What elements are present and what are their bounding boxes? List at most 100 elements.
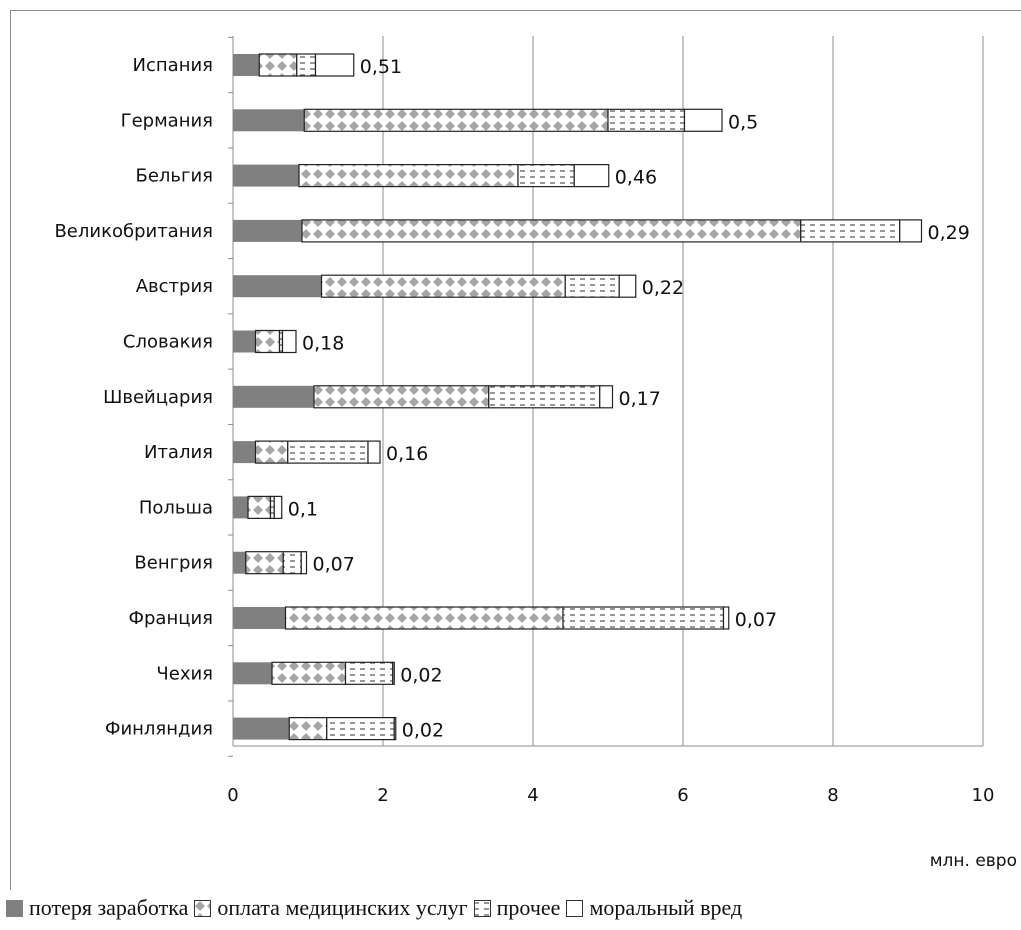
data-label: 0,51 bbox=[360, 56, 402, 78]
bar-segment-2 bbox=[284, 606, 564, 630]
bar-segment-2 bbox=[258, 53, 298, 77]
bar-segment-2 bbox=[298, 164, 519, 188]
category-label: Финляндия bbox=[105, 719, 213, 740]
bar-segment-4 bbox=[314, 53, 355, 77]
category-label: Словакия bbox=[123, 332, 213, 353]
data-label: 0,07 bbox=[735, 609, 777, 631]
bar-segment-3 bbox=[296, 53, 317, 77]
category-label: Бельгия bbox=[135, 166, 213, 187]
legend: потеря заработка оплата медицинских услу… bbox=[6, 891, 1021, 925]
bar-segment-4 bbox=[281, 329, 297, 354]
bar-segment-3 bbox=[564, 274, 620, 298]
legend-label: потеря заработка bbox=[29, 895, 189, 920]
legend-item-lost-earnings: потеря заработка bbox=[6, 895, 188, 921]
bar-segment-2 bbox=[271, 661, 347, 685]
bar-segment-4 bbox=[683, 108, 723, 132]
bar-segment-1 bbox=[233, 717, 290, 740]
data-label: 0,1 bbox=[288, 498, 318, 520]
bar-segment-1 bbox=[233, 496, 248, 519]
data-label: 0,18 bbox=[302, 333, 344, 355]
data-label: 0,16 bbox=[386, 443, 428, 465]
empty-swatch-icon bbox=[566, 899, 584, 917]
bar-segment-1 bbox=[233, 330, 256, 353]
category-label: Польша bbox=[139, 497, 213, 518]
bar-segment-3 bbox=[488, 385, 601, 409]
bar-segment-1 bbox=[233, 219, 302, 242]
x-tick-label: 0 bbox=[227, 785, 238, 806]
legend-item-other: прочее bbox=[473, 895, 561, 921]
category-label: Чехия bbox=[156, 663, 213, 684]
data-label: 0,29 bbox=[928, 222, 970, 244]
bar-segment-2 bbox=[288, 716, 328, 741]
bar-segment-4 bbox=[599, 385, 614, 409]
legend-item-moral-damage: моральный вред bbox=[566, 895, 742, 921]
bar-segment-1 bbox=[233, 662, 272, 685]
legend-item-medical-services: оплата медицинских услуг bbox=[194, 895, 468, 921]
solid-swatch-icon bbox=[6, 899, 23, 917]
x-tick-label: 8 bbox=[827, 785, 838, 806]
category-label: Испания bbox=[133, 55, 213, 76]
bar-segment-1 bbox=[233, 54, 260, 76]
x-tick-label: 4 bbox=[527, 785, 538, 806]
bar-segment-2 bbox=[254, 329, 281, 354]
data-label: 0,02 bbox=[402, 720, 444, 742]
legend-label: оплата медицинских услуг bbox=[217, 895, 468, 920]
bar-segment-1 bbox=[233, 607, 286, 629]
data-label: 0,02 bbox=[400, 664, 442, 686]
x-axis-unit-label: млн. евро bbox=[929, 851, 1017, 871]
bar-segment-2 bbox=[320, 274, 566, 298]
category-label: Великобритания bbox=[54, 221, 213, 242]
x-tick-label: 6 bbox=[677, 785, 688, 806]
bar-segment-2 bbox=[245, 551, 284, 575]
bar-segment-3 bbox=[800, 219, 901, 243]
data-label: 0,46 bbox=[615, 167, 657, 189]
x-tick-label: 10 bbox=[972, 785, 995, 806]
bar-segment-3 bbox=[607, 108, 686, 132]
bar-segment-4 bbox=[273, 495, 283, 519]
bar-chart: 0 2 4 6 8 10 Испания 0,51 Германия 0,5 Бельгия 0,46… bbox=[54, 36, 994, 806]
bar-segment-4 bbox=[392, 661, 395, 685]
bar-segment-4 bbox=[722, 606, 730, 630]
data-label: 0,5 bbox=[728, 111, 758, 133]
bar-segment-1 bbox=[233, 551, 246, 574]
bar-segment-4 bbox=[899, 219, 923, 243]
bar-segment-3 bbox=[517, 164, 575, 188]
category-label: Франция bbox=[129, 608, 214, 629]
category-label: Венгрия bbox=[134, 553, 213, 574]
bar-segment-3 bbox=[326, 716, 395, 741]
bar-segment-4 bbox=[367, 440, 381, 464]
bar-segment-4 bbox=[300, 551, 308, 575]
bar-segment-1 bbox=[233, 385, 314, 408]
data-label: 0,17 bbox=[619, 388, 661, 410]
category-label: Австрия bbox=[136, 276, 213, 297]
data-label: 0,07 bbox=[313, 554, 355, 576]
bar-segment-3 bbox=[282, 551, 302, 575]
frame-top-border bbox=[10, 10, 1021, 11]
bar-segment-2 bbox=[303, 108, 609, 132]
bar-segment-3 bbox=[287, 440, 369, 464]
category-label: Германия bbox=[121, 110, 213, 131]
legend-label: моральный вред bbox=[589, 895, 743, 920]
dashed-swatch-icon bbox=[473, 899, 491, 917]
checkered-swatch-icon bbox=[194, 899, 212, 917]
bar-segment-1 bbox=[233, 164, 299, 187]
bar-segment-2 bbox=[247, 495, 272, 519]
bar-segment-4 bbox=[573, 164, 610, 188]
legend-label: прочее bbox=[496, 895, 561, 920]
bar-segment-3 bbox=[344, 661, 394, 685]
bars bbox=[233, 53, 923, 741]
category-label: Швейцария bbox=[103, 387, 213, 408]
bar-segment-3 bbox=[562, 606, 725, 630]
bar-segment-1 bbox=[233, 275, 322, 298]
bar-segment-1 bbox=[233, 441, 256, 464]
x-tick-label: 2 bbox=[377, 785, 388, 806]
bar-segment-1 bbox=[233, 109, 305, 132]
bar-segment-2 bbox=[301, 219, 802, 243]
bar-segment-4 bbox=[618, 274, 637, 298]
labels: 0 2 4 6 8 10 Испания 0,51 Германия 0,5 Бельгия 0,46… bbox=[54, 55, 994, 806]
data-label: 0,22 bbox=[642, 277, 684, 299]
category-label: Италия bbox=[144, 442, 213, 463]
bar-segment-2 bbox=[313, 385, 490, 409]
bar-segment-2 bbox=[254, 440, 289, 464]
